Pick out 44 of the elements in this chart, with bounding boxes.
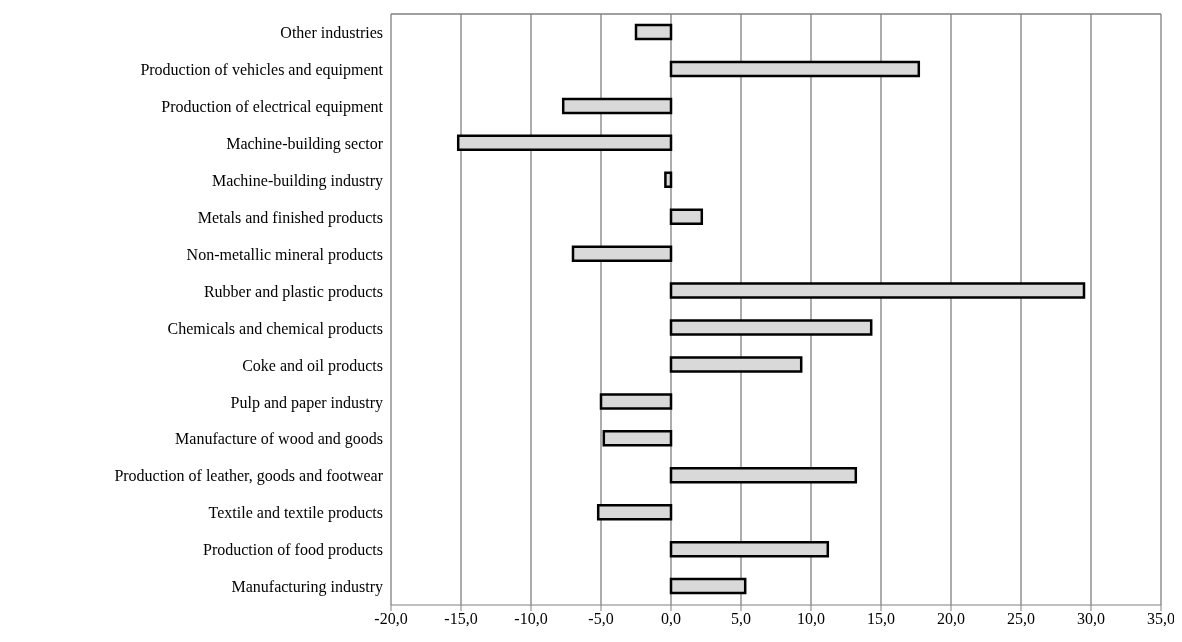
bar xyxy=(599,393,673,410)
x-tick-label: -20,0 xyxy=(374,610,408,628)
bar xyxy=(571,245,673,262)
y-tick-label: Metals and finished products xyxy=(197,208,383,227)
y-tick-label: Coke and oil products xyxy=(242,356,383,375)
bar xyxy=(669,60,921,78)
y-tick-label: Production of leather, goods and footwear xyxy=(114,467,384,486)
bar xyxy=(669,467,858,484)
y-tick-label: Manufacturing industry xyxy=(231,578,383,597)
bar xyxy=(669,577,747,595)
bar xyxy=(602,430,673,447)
x-tick-label: 0,0 xyxy=(661,610,681,628)
y-tick-label: Other industries xyxy=(280,24,383,42)
y-tick-label: Machine-building sector xyxy=(226,134,384,153)
x-tick-label: -5,0 xyxy=(588,610,614,628)
y-tick-label: Pulp and paper industry xyxy=(230,393,383,412)
bar xyxy=(664,171,673,188)
bar xyxy=(669,356,803,373)
x-tick-label: 35,0 xyxy=(1147,610,1175,628)
y-tick-label: Machine-building industry xyxy=(211,171,383,190)
y-tick-label: Production of food products xyxy=(203,541,383,560)
x-tick-label: -10,0 xyxy=(514,610,548,628)
x-tick-label: 15,0 xyxy=(867,610,895,628)
y-tick-label: Production of electrical equipment xyxy=(161,98,384,117)
y-tick-label: Production of vehicles and equipment xyxy=(140,61,384,80)
x-tick-label: 10,0 xyxy=(797,610,825,628)
y-tick-label: Chemicals and chemical products xyxy=(167,319,383,338)
y-tick-label: Textile and textile products xyxy=(208,504,383,523)
x-tick-label: 5,0 xyxy=(731,610,751,628)
x-tick-label: 30,0 xyxy=(1077,610,1105,628)
y-tick-label: Rubber and plastic products xyxy=(203,282,383,301)
bar xyxy=(596,503,673,521)
x-tick-label: 20,0 xyxy=(937,610,965,628)
bar xyxy=(669,282,1086,299)
bar xyxy=(669,208,704,225)
bar xyxy=(634,23,673,41)
bar xyxy=(456,134,673,152)
x-tick-label: -15,0 xyxy=(444,610,478,628)
bar xyxy=(669,319,873,336)
y-tick-label: Non-metallic mineral products xyxy=(186,245,383,264)
bar xyxy=(669,540,830,558)
bar xyxy=(561,97,673,115)
y-tick-label: Manufacture of wood and goods xyxy=(175,430,383,449)
x-tick-label: 25,0 xyxy=(1007,610,1035,628)
